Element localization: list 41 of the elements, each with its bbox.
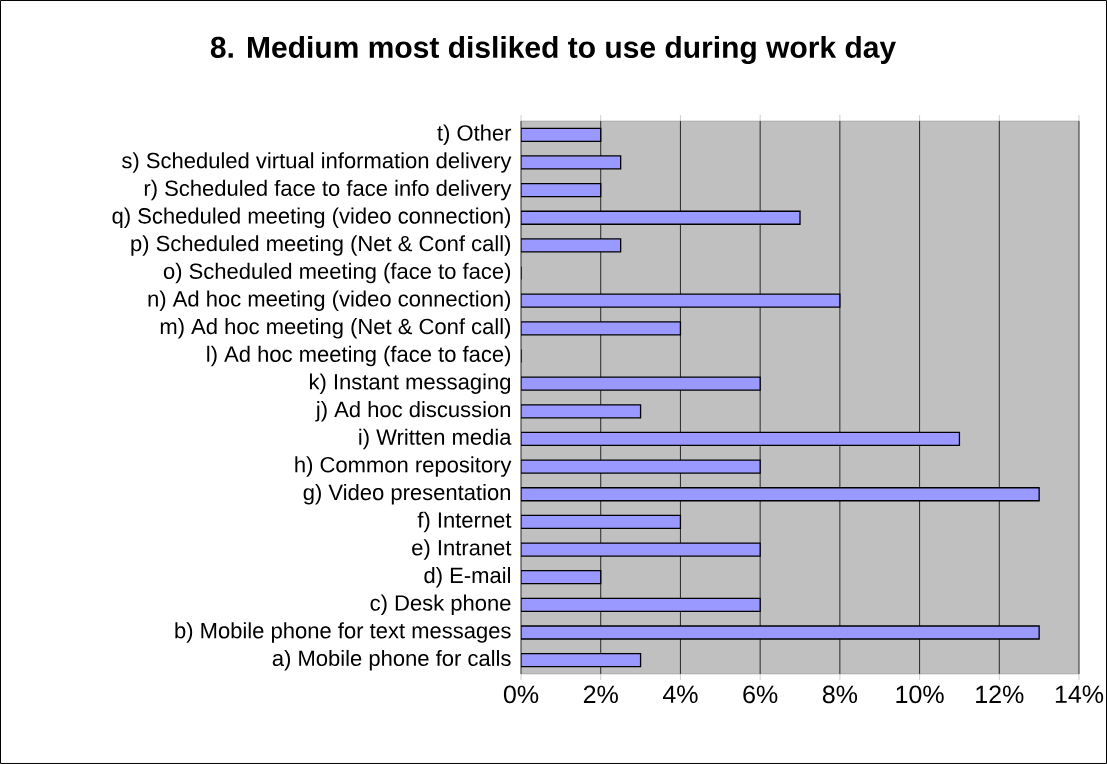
- bar: [521, 182, 602, 198]
- y-tick-label: s) Scheduled virtual information delivery: [122, 152, 512, 173]
- y-tick-label: m) Ad hoc meeting (Net & Conf call): [160, 318, 511, 339]
- bar: [521, 210, 801, 225]
- x-tick-label: 8%: [822, 685, 858, 704]
- bar: [521, 127, 602, 142]
- chart-title: 8. Medium most disliked to use during work day: [210, 35, 896, 65]
- x-tick-label: 10%: [896, 685, 944, 704]
- y-tick-label: h) Common repository: [295, 456, 512, 477]
- y-tick-label: l) Ad hoc meeting (face to face): [207, 345, 511, 367]
- y-tick-label: f) Internet: [417, 511, 512, 533]
- bar: [521, 404, 642, 419]
- x-tick-label: 12%: [976, 685, 1024, 704]
- y-tick-label: o) Scheduled meeting (face to face): [163, 262, 511, 284]
- x-tick-label: 4%: [662, 685, 698, 703]
- bar: [521, 376, 761, 391]
- y-tick-label: j) Ad hoc discussion: [315, 401, 511, 422]
- y-tick-label: k) Instant messaging: [309, 373, 511, 394]
- bar: [521, 487, 1040, 502]
- y-tick-label: i) Written media: [359, 428, 512, 450]
- x-tick-label: 6%: [743, 685, 778, 704]
- y-tick-label: e) Intranet: [412, 539, 512, 560]
- bar: [521, 514, 682, 530]
- x-tick-label: 14%: [1055, 685, 1104, 703]
- y-tick-label: d) E-mail: [424, 566, 510, 588]
- y-tick-label: p) Scheduled meeting (Net & Conf call): [131, 235, 511, 256]
- y-tick-label: t) Other: [437, 124, 512, 146]
- bar: [521, 597, 761, 613]
- x-tick-label: 2%: [583, 685, 618, 704]
- y-tick-label: g) Video presentation: [303, 484, 511, 505]
- y-tick-label: c) Desk phone: [370, 594, 511, 616]
- bar: [521, 293, 841, 308]
- y-tick-label: n) Ad hoc meeting (video connection): [148, 290, 511, 311]
- x-tick-label: 0%: [503, 685, 539, 704]
- bar: [521, 431, 961, 447]
- y-tick-label: b) Mobile phone for text messages: [175, 622, 511, 643]
- bar: [521, 570, 602, 585]
- y-tick-label: a) Mobile phone for calls: [272, 649, 511, 671]
- y-tick-label: q) Scheduled meeting (video connection): [112, 207, 511, 229]
- bar: [521, 653, 642, 668]
- y-tick-label: r) Scheduled face to face info delivery: [144, 179, 512, 201]
